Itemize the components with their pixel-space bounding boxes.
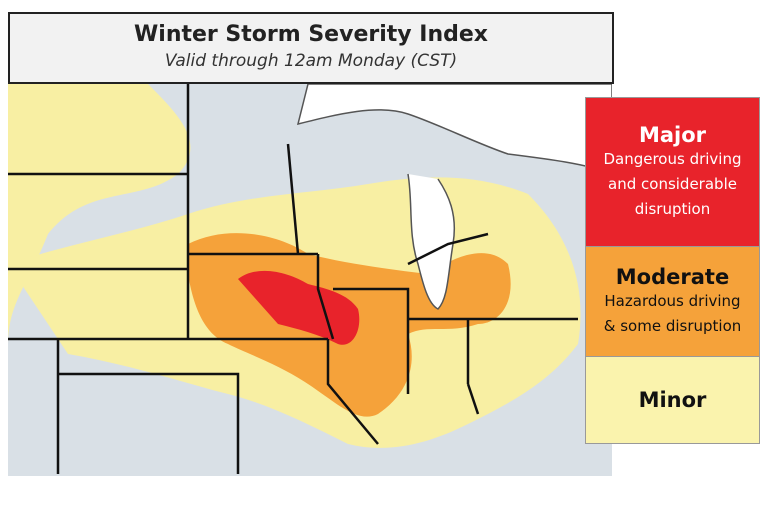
legend-label: Major bbox=[638, 122, 707, 147]
legend-minor: Minor bbox=[585, 356, 760, 444]
map bbox=[8, 84, 612, 476]
legend-moderate: Moderate Hazardous driving & some disrup… bbox=[585, 246, 760, 357]
legend-label: Minor bbox=[638, 388, 707, 412]
legend-label: Moderate bbox=[615, 264, 730, 289]
subtitle: Valid through 12am Monday (CST) bbox=[164, 51, 458, 71]
legend-major: Major Dangerous driving and considerable… bbox=[585, 97, 760, 247]
legend-description: Hazardous driving & some disruption bbox=[603, 291, 742, 335]
legend-description: Dangerous driving and considerable disru… bbox=[603, 149, 742, 218]
title: Winter Storm Severity Index bbox=[134, 22, 488, 47]
title-box: Winter Storm Severity Index Valid throug… bbox=[8, 12, 614, 84]
